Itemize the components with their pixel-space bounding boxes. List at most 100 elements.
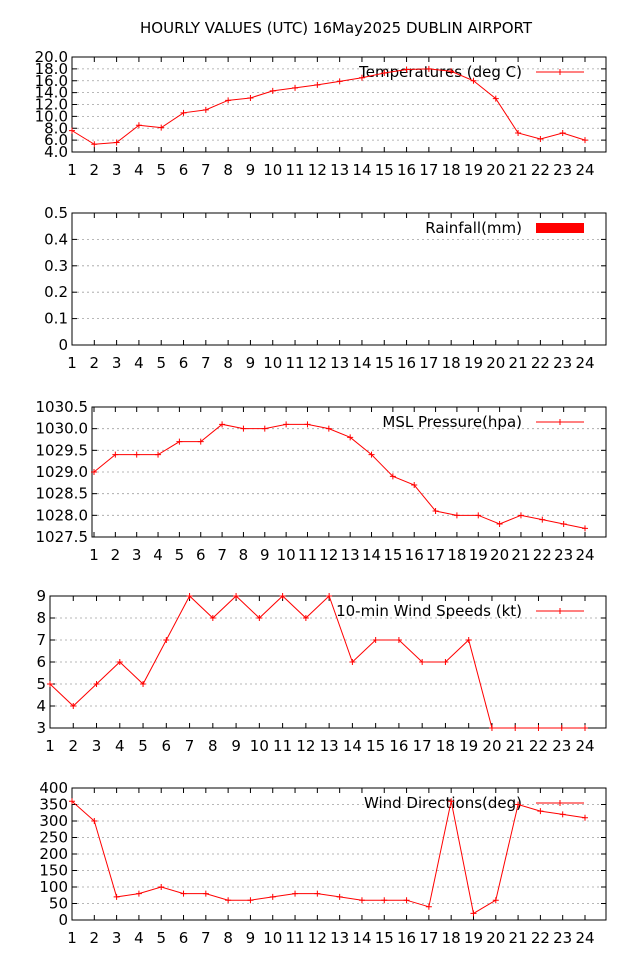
- x-tick-label: 15: [383, 546, 402, 564]
- x-tick-label: 24: [575, 354, 594, 372]
- data-point: [448, 798, 455, 805]
- x-tick-label: 18: [442, 929, 461, 947]
- data-point: [515, 801, 522, 808]
- y-tick-label: 4.0: [44, 143, 68, 161]
- data-point: [582, 725, 588, 731]
- data-point: [202, 890, 209, 897]
- x-tick-label: 14: [343, 737, 362, 755]
- x-tick-label: 22: [529, 737, 548, 755]
- x-tick-label: 20: [490, 546, 509, 564]
- x-tick-label: 13: [330, 354, 349, 372]
- x-tick-label: 5: [156, 929, 166, 947]
- x-tick-label: 10: [250, 737, 269, 755]
- x-tick-label: 6: [179, 354, 189, 372]
- y-tick-label: 0: [58, 336, 68, 354]
- x-tick-label: 3: [112, 929, 122, 947]
- y-tick-label: 7: [36, 631, 46, 649]
- data-point: [419, 659, 426, 665]
- data-point: [582, 525, 588, 532]
- x-tick-label: 10: [263, 929, 282, 947]
- y-tick-label: 0.4: [44, 230, 68, 248]
- data-point: [69, 798, 75, 805]
- data-point: [197, 438, 204, 445]
- data-point: [269, 893, 276, 900]
- y-tick-label: 8.0: [44, 119, 68, 137]
- x-tick-label: 21: [509, 354, 528, 372]
- x-tick-label: 11: [298, 546, 317, 564]
- legend-label: MSL Pressure(hpa): [382, 413, 522, 431]
- x-tick-label: 18: [436, 737, 455, 755]
- series-line: [71, 800, 586, 915]
- x-tick-label: 23: [552, 737, 571, 755]
- x-tick-label: 7: [217, 546, 227, 564]
- data-point: [488, 725, 495, 731]
- x-tick-label: 13: [330, 929, 349, 947]
- y-tick-label: 14.0: [35, 84, 68, 102]
- x-tick-label: 24: [575, 161, 594, 179]
- data-point: [326, 593, 333, 599]
- x-tick-label: 22: [533, 546, 552, 564]
- y-tick-label: 6.0: [44, 131, 68, 149]
- data-point: [304, 421, 311, 428]
- y-tick-label: 0.5: [44, 204, 68, 222]
- x-tick-label: 18: [442, 354, 461, 372]
- data-point: [69, 127, 75, 134]
- x-tick-label: 2: [90, 929, 100, 947]
- x-tick-label: 19: [464, 354, 483, 372]
- legend-marker: [557, 608, 563, 614]
- y-tick-label: 9: [36, 587, 46, 605]
- data-point: [256, 615, 263, 621]
- x-tick-label: 10: [263, 161, 282, 179]
- y-tick-label: 200: [39, 845, 68, 863]
- x-tick-label: 15: [366, 737, 385, 755]
- data-point: [225, 897, 232, 904]
- x-tick-label: 19: [459, 737, 478, 755]
- y-tick-label: 10.0: [35, 107, 68, 125]
- data-point: [465, 637, 472, 643]
- x-tick-label: 6: [179, 929, 189, 947]
- x-tick-label: 2: [90, 354, 100, 372]
- x-tick-label: 21: [506, 737, 525, 755]
- data-point: [347, 434, 354, 441]
- x-tick-label: 16: [405, 546, 424, 564]
- y-tick-label: 1029.0: [36, 463, 89, 481]
- x-tick-label: 16: [397, 161, 416, 179]
- x-tick-label: 11: [285, 929, 304, 947]
- x-tick-label: 17: [419, 354, 438, 372]
- data-point: [448, 68, 455, 75]
- x-tick-label: 16: [389, 737, 408, 755]
- data-point: [442, 659, 449, 665]
- chart-rainfall: 00.10.20.30.40.51 2 3 4 5 6 7 8 9 10 11 12 13 14 15 16 1…: [44, 204, 607, 372]
- data-point: [261, 425, 268, 432]
- x-tick-label: 3: [132, 546, 142, 564]
- data-point: [336, 893, 343, 900]
- data-point: [186, 593, 193, 599]
- x-tick-label: 6: [179, 161, 189, 179]
- x-tick-label: 14: [362, 546, 381, 564]
- data-point: [539, 516, 546, 523]
- chart-pressure: 1027.5 1028.0 1028.5 1029.0 1029.5 1030.0 1030…: [36, 398, 607, 564]
- x-tick-label: 18: [442, 161, 461, 179]
- x-tick-label: 9: [246, 354, 256, 372]
- data-point: [496, 521, 503, 527]
- x-tick-label: 13: [330, 161, 349, 179]
- x-tick-label: 21: [511, 546, 530, 564]
- data-point: [325, 425, 332, 432]
- data-point: [113, 893, 120, 900]
- x-tick-label: 13: [341, 546, 360, 564]
- data-point: [453, 512, 460, 519]
- x-tick-label: 17: [419, 929, 438, 947]
- data-point: [558, 725, 565, 731]
- data-point: [336, 78, 343, 85]
- x-tick-label: 19: [464, 161, 483, 179]
- x-tick-label: 3: [92, 737, 102, 755]
- x-tick-label: 6: [196, 546, 206, 564]
- x-tick-label: 20: [486, 354, 505, 372]
- x-tick-label: 11: [285, 161, 304, 179]
- data-point: [492, 95, 499, 102]
- x-tick-label: 8: [223, 929, 233, 947]
- x-tick-label: 9: [260, 546, 270, 564]
